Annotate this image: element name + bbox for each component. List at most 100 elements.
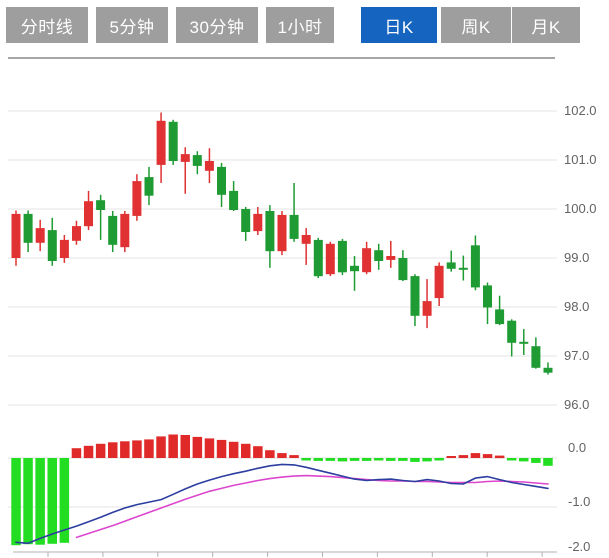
macd-bar [277, 453, 287, 458]
candle-body [325, 243, 335, 275]
candle-body [531, 346, 541, 368]
macd-bar [241, 443, 251, 458]
candle-body [253, 213, 263, 232]
price-axis-label: 101.0 [564, 152, 597, 167]
macd-bar [192, 436, 203, 458]
candle-body [132, 181, 142, 216]
macd-bar [289, 455, 299, 458]
macd-axis-label: -2.0 [568, 539, 590, 554]
dif-line [15, 463, 549, 545]
candle-body [11, 213, 21, 258]
macd-bar [410, 458, 420, 462]
macd-bar [132, 440, 142, 458]
macd-bar [482, 454, 493, 458]
candle-body [458, 267, 468, 270]
candle-body [96, 200, 106, 210]
candle-body [301, 235, 311, 244]
candle-body [422, 301, 432, 316]
candle-body [144, 177, 154, 196]
candles [11, 112, 553, 375]
macd-bar [337, 458, 348, 462]
macd-bar [23, 458, 33, 545]
price-axis-label: 102.0 [564, 103, 597, 118]
macd-bar [35, 458, 45, 545]
candle-body [23, 213, 33, 243]
candle-body [277, 214, 287, 252]
macd-bar [313, 458, 323, 461]
candle-body [543, 367, 553, 373]
macd-bar [361, 458, 372, 461]
candle-body [398, 258, 408, 281]
macd-bar [446, 456, 456, 458]
macd-bar [531, 458, 541, 463]
macd-bar [108, 442, 118, 458]
macd-bar [11, 458, 21, 546]
tab-5分钟[interactable]: 5分钟 [96, 7, 168, 43]
macd-bar [168, 434, 178, 458]
price-axis-label: 100.0 [564, 201, 597, 216]
macd-bar [83, 445, 94, 459]
macd-bar [506, 458, 517, 461]
price-axis-label: 97.0 [564, 348, 589, 363]
candle-body [84, 201, 93, 227]
macd-bar [458, 455, 469, 458]
macd-bar [71, 448, 82, 458]
candle-body [519, 341, 529, 344]
candle-body [217, 166, 226, 195]
candle-body [204, 161, 214, 171]
macd-bar [47, 458, 57, 544]
macd-bar [422, 458, 432, 462]
macd-bar [325, 458, 336, 461]
candle-body [192, 155, 202, 166]
macd-bar [204, 438, 215, 458]
candle-body [241, 209, 251, 232]
candle-body [483, 285, 492, 308]
macd-bar [386, 458, 396, 461]
candle-body [265, 211, 275, 252]
candle-body [47, 230, 57, 261]
macd-bar [156, 436, 166, 458]
macd-bar [494, 455, 505, 459]
candle-body [386, 256, 396, 260]
candle-body [168, 121, 178, 161]
candle-body [72, 226, 81, 241]
candle-body [507, 320, 517, 343]
candle-body [108, 215, 118, 245]
macd-bar [301, 458, 311, 461]
tab-30分钟[interactable]: 30分钟 [176, 7, 258, 43]
candle-body [229, 190, 239, 210]
candle-body [313, 239, 323, 277]
macd-bar [180, 435, 190, 458]
tab-日K[interactable]: 日K [361, 7, 437, 43]
macd-axis-label: -1.0 [568, 494, 590, 509]
macd-bar [543, 458, 553, 466]
tab-1小时[interactable]: 1小时 [266, 7, 334, 43]
macd-bar [519, 458, 529, 462]
candle-body [35, 228, 45, 243]
candle-body [495, 309, 505, 325]
candle-body [446, 262, 456, 269]
macd-bar [120, 441, 130, 458]
macd-bar [216, 439, 227, 458]
macd-histogram [11, 434, 553, 546]
macd-axis-label: 0.0 [568, 440, 586, 455]
tab-分时线[interactable]: 分时线 [6, 7, 88, 43]
macd-bar [265, 450, 275, 458]
macd-bar [434, 458, 444, 461]
candle-body [374, 250, 384, 261]
tab-周K[interactable]: 周K [441, 7, 511, 43]
candle-body [120, 213, 130, 248]
macd-bar [398, 458, 408, 461]
tab-月K[interactable]: 月K [512, 7, 580, 43]
price-axis-label: 96.0 [564, 397, 589, 412]
price-axis-label: 98.0 [564, 299, 589, 314]
period-tabbar: 分时线 5分钟 30分钟 1小时 日K 周K 月K [0, 0, 609, 50]
macd-bar [470, 453, 481, 458]
candle-body [350, 265, 359, 272]
candle-body [59, 239, 69, 258]
candle-body [156, 120, 166, 165]
candle-body [289, 214, 299, 239]
macd-bar [59, 458, 70, 543]
candle-body [337, 240, 347, 273]
